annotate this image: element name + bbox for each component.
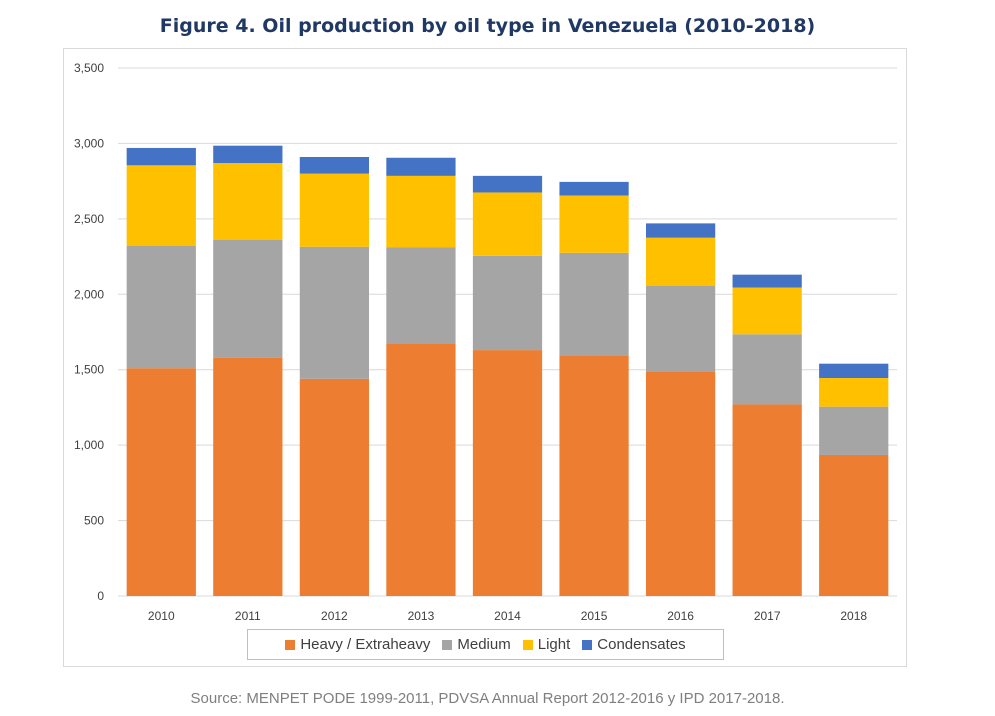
x-tick-label: 2011 xyxy=(235,609,261,623)
bar-2012-medium xyxy=(299,246,370,379)
bar-2010-condensates xyxy=(126,147,196,166)
bar-2010-medium xyxy=(126,246,196,369)
x-tick-label: 2013 xyxy=(408,609,435,623)
bar-2017-heavy-extraheavy xyxy=(732,404,802,596)
bar-2011-condensates xyxy=(213,145,283,164)
legend-swatch-condensates xyxy=(582,639,593,650)
legend-item-light: Light xyxy=(522,636,571,653)
x-tick-label: 2016 xyxy=(667,609,694,623)
bar-2018-condensates xyxy=(819,363,889,379)
bar-2015-condensates xyxy=(559,181,629,196)
bar-2013-condensates xyxy=(386,157,456,176)
x-tick-label: 2017 xyxy=(754,609,781,623)
bar-2016-heavy-extraheavy xyxy=(645,371,716,596)
x-tick-label: 2014 xyxy=(494,609,521,623)
x-axis-ticks: 2010 2011 2012 2013 2014 2015 2016 2017 2018 xyxy=(148,609,867,623)
bar-2016-light xyxy=(645,237,716,286)
legend-item-heavy: Heavy / Extraheavy xyxy=(285,636,430,653)
bar-2014-heavy-extraheavy xyxy=(472,350,543,596)
bar-2011-light xyxy=(213,163,283,240)
bar-2011-medium xyxy=(213,239,283,358)
bar-2016-medium xyxy=(645,285,716,372)
bar-2013-heavy-extraheavy xyxy=(386,343,456,596)
bar-2018-light xyxy=(819,378,889,407)
bar-2018-medium xyxy=(819,406,889,455)
legend-swatch-heavy xyxy=(285,639,296,650)
legend-label-heavy: Heavy / Extraheavy xyxy=(300,636,431,653)
legend: Heavy / Extraheavy Medium Light Condensa… xyxy=(247,629,724,660)
chart-title: Figure 4. Oil production by oil type in … xyxy=(159,15,816,37)
legend-label-condensates: Condensates xyxy=(597,636,686,653)
y-tick-label: 3,500 xyxy=(74,61,104,75)
y-tick-label: 3,000 xyxy=(74,136,104,150)
x-tick-label: 2010 xyxy=(148,609,175,623)
source-note: Source: MENPET PODE 1999-2011, PDVSA Ann… xyxy=(190,690,785,707)
legend-label-light: Light xyxy=(537,636,571,653)
bar-2015-medium xyxy=(559,252,629,356)
y-tick-label: 2,500 xyxy=(74,212,104,226)
bar-2014-medium xyxy=(472,255,543,351)
chart-area xyxy=(63,48,907,667)
bars xyxy=(126,145,889,596)
bar-2010-heavy-extraheavy xyxy=(126,368,196,596)
y-tick-label: 1,500 xyxy=(74,363,104,377)
bar-2017-light xyxy=(732,287,802,335)
y-tick-label: 2,000 xyxy=(74,287,104,301)
bar-2011-heavy-extraheavy xyxy=(213,357,283,596)
y-tick-label: 1,000 xyxy=(74,438,104,452)
bar-2010-light xyxy=(126,165,196,247)
x-tick-label: 2015 xyxy=(581,609,608,623)
bar-2013-light xyxy=(386,175,456,248)
bar-2017-condensates xyxy=(732,274,802,288)
bar-2014-condensates xyxy=(472,175,543,193)
bar-2012-condensates xyxy=(299,157,370,174)
y-axis-ticks: 0 500 1,000 1,500 2,000 2,500 3,000 3,500 xyxy=(74,61,104,603)
bar-2012-light xyxy=(299,173,370,247)
bar-2017-medium xyxy=(732,334,802,405)
x-tick-label: 2018 xyxy=(840,609,867,623)
legend-label-medium: Medium xyxy=(457,636,511,653)
bar-2018-heavy-extraheavy xyxy=(819,454,889,596)
legend-swatch-light xyxy=(522,639,533,650)
legend-item-condensates: Condensates xyxy=(582,636,686,653)
bar-2015-heavy-extraheavy xyxy=(559,355,629,596)
y-tick-label: 0 xyxy=(97,589,104,603)
legend-item-medium: Medium xyxy=(442,636,511,653)
bar-2015-light xyxy=(559,195,629,253)
bar-2012-heavy-extraheavy xyxy=(299,378,370,596)
y-tick-label: 500 xyxy=(84,514,104,528)
bar-2016-condensates xyxy=(645,223,716,238)
bar-2013-medium xyxy=(386,247,456,344)
x-tick-label: 2012 xyxy=(321,609,348,623)
legend-swatch-medium xyxy=(442,639,453,650)
bar-2014-light xyxy=(472,192,543,256)
